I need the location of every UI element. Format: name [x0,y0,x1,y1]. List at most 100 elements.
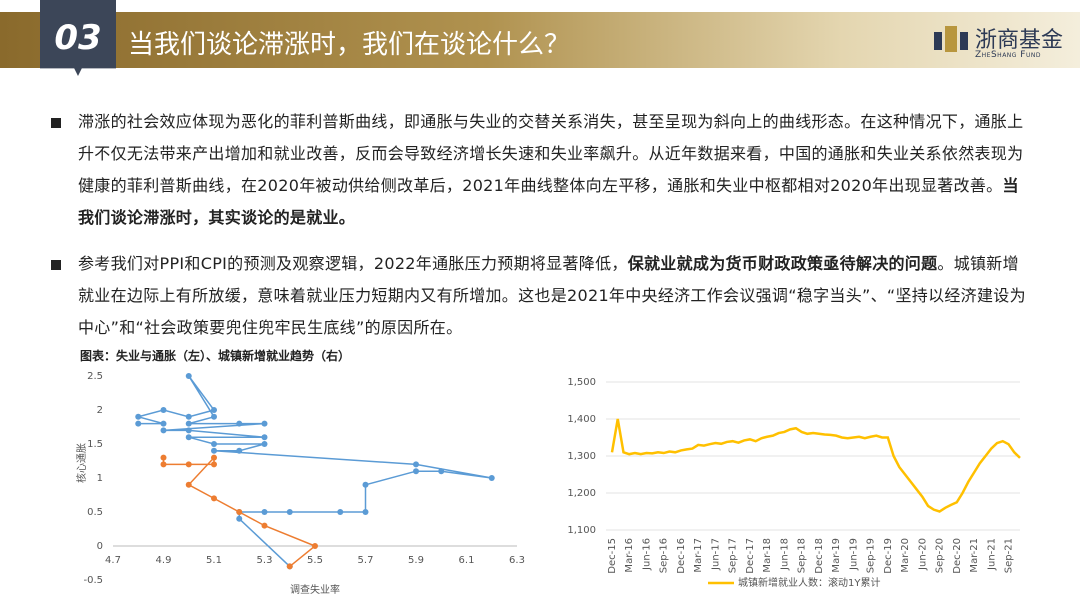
x-tick-label: Sep-16 [659,538,670,573]
point [236,509,243,515]
point [236,420,243,427]
x-tick-label: 5.9 [408,555,424,566]
x-tick-label: Jun-18 [779,538,790,571]
point [261,441,268,447]
y-tick-label: 1,500 [567,377,596,388]
point [160,407,167,413]
y-tick-label: 1 [97,473,103,484]
x-tick-label: 5.5 [307,555,323,566]
point [160,427,167,434]
point [488,475,495,481]
x-tick-label: 5.3 [257,555,273,566]
x-tick-label: Dec-18 [814,538,825,574]
x-tick-label: Sep-18 [797,538,808,573]
header-bar [0,12,1080,68]
y-tick-label: 0 [97,541,103,552]
x-tick-label: Jun-17 [710,538,721,571]
bullet-text: 参考我们对PPI和CPI的预测及观察逻辑，2022年通胀压力预期将显著降低， [78,254,628,273]
x-axis-label: 调查失业率 [290,583,340,596]
figure-title: 图表：失业与通胀（左）、城镇新增就业趋势（右） [80,349,351,363]
point [185,413,192,420]
point [211,407,217,413]
slide-title: 当我们谈论滞涨时，我们在谈论什么？ [128,30,571,60]
bullet-text: 保就业就成为货币财政政策亟待解决的问题 [627,254,938,273]
point [236,447,243,454]
point [236,515,243,522]
point [413,461,419,468]
bullet-text: 当我们谈论滞涨时，其实谈论的是就业。 [78,176,1019,227]
point [261,420,268,427]
point [413,468,419,475]
x-tick-label: Dec-19 [883,538,894,574]
x-tick-label: Mar-20 [900,538,911,573]
series-line [610,418,1021,513]
logo-subtext: ZheShang Fund [975,50,1041,60]
point [160,454,167,461]
x-tick-label: Jun-21 [986,538,997,571]
point [185,427,192,434]
logo-text: 浙商基金 [975,28,1064,53]
bullet-text: 滞涨的社会效应体现为恶化的菲利普斯曲线，即通胀与失业的交替关系消失，甚至呈现为斜… [78,112,1024,195]
y-tick-label: 1,200 [567,488,596,499]
y-tick-label: 1,300 [567,451,596,462]
point [211,413,217,420]
point [185,373,192,379]
x-tick-label: Mar-16 [624,538,635,573]
bullet: 参考我们对PPI和CPI的预测及观察逻辑，2022年通胀压力预期将显著降低，保就… [51,248,1026,344]
point [362,509,369,515]
x-tick-label: Dec-17 [745,538,756,574]
point [211,461,217,468]
point [438,468,445,475]
x-tick-label: Sep-17 [728,538,739,573]
y-axis-label: 核心通胀 [75,443,88,483]
y-tick-label: 2.5 [87,371,103,382]
y-tick-label: 1,100 [567,525,596,536]
point [261,509,268,515]
point [211,495,217,502]
x-tick-label: 6.1 [459,555,475,566]
point [185,420,192,427]
y-tick-label: 2 [97,405,103,416]
x-tick-label: Mar-19 [831,538,842,573]
x-tick-label: 6.3 [509,555,525,566]
x-tick-label: Mar-17 [693,538,704,573]
point [135,420,142,427]
point [312,543,318,549]
bullet-text: 。城镇新增就业在边际上有所放缓，意味着就业压力短期内又有所增加。这也是2021年… [78,254,1026,337]
point [286,509,293,515]
logo-icon [934,26,968,52]
x-tick-label: 5.7 [358,555,374,566]
point [362,481,369,488]
y-tick-label: -0.5 [83,575,103,586]
point [185,481,192,488]
x-tick-label: Mar-21 [969,538,980,573]
x-tick-label: Jun-16 [641,538,652,571]
x-tick-label: Dec-15 [607,538,618,574]
y-tick-label: 1,400 [567,414,596,425]
point [286,563,293,570]
point [261,434,268,441]
x-tick-label: Sep-20 [935,538,946,573]
x-tick-label: Jun-20 [917,538,928,571]
point [160,461,167,468]
point [160,420,167,427]
x-tick-label: 4.9 [156,555,172,566]
point [211,441,217,447]
y-tick-label: 0.5 [87,507,103,518]
x-tick-label: 4.7 [105,555,121,566]
point [135,413,142,420]
x-tick-label: Jun-19 [848,538,859,571]
section-number: 03 [40,0,116,76]
legend-label: 城镇新增就业人数：滚动1Y累计 [738,576,880,589]
x-tick-label: Dec-16 [676,538,687,574]
point [211,454,217,461]
x-tick-label: Sep-19 [866,538,877,573]
x-tick-label: Mar-18 [762,538,773,573]
point [185,434,192,441]
x-tick-label: 5.1 [206,555,222,566]
bullet: 滞涨的社会效应体现为恶化的菲利普斯曲线，即通胀与失业的交替关系消失，甚至呈现为斜… [51,106,1026,234]
x-tick-label: Dec-20 [952,538,963,574]
point [185,461,192,468]
